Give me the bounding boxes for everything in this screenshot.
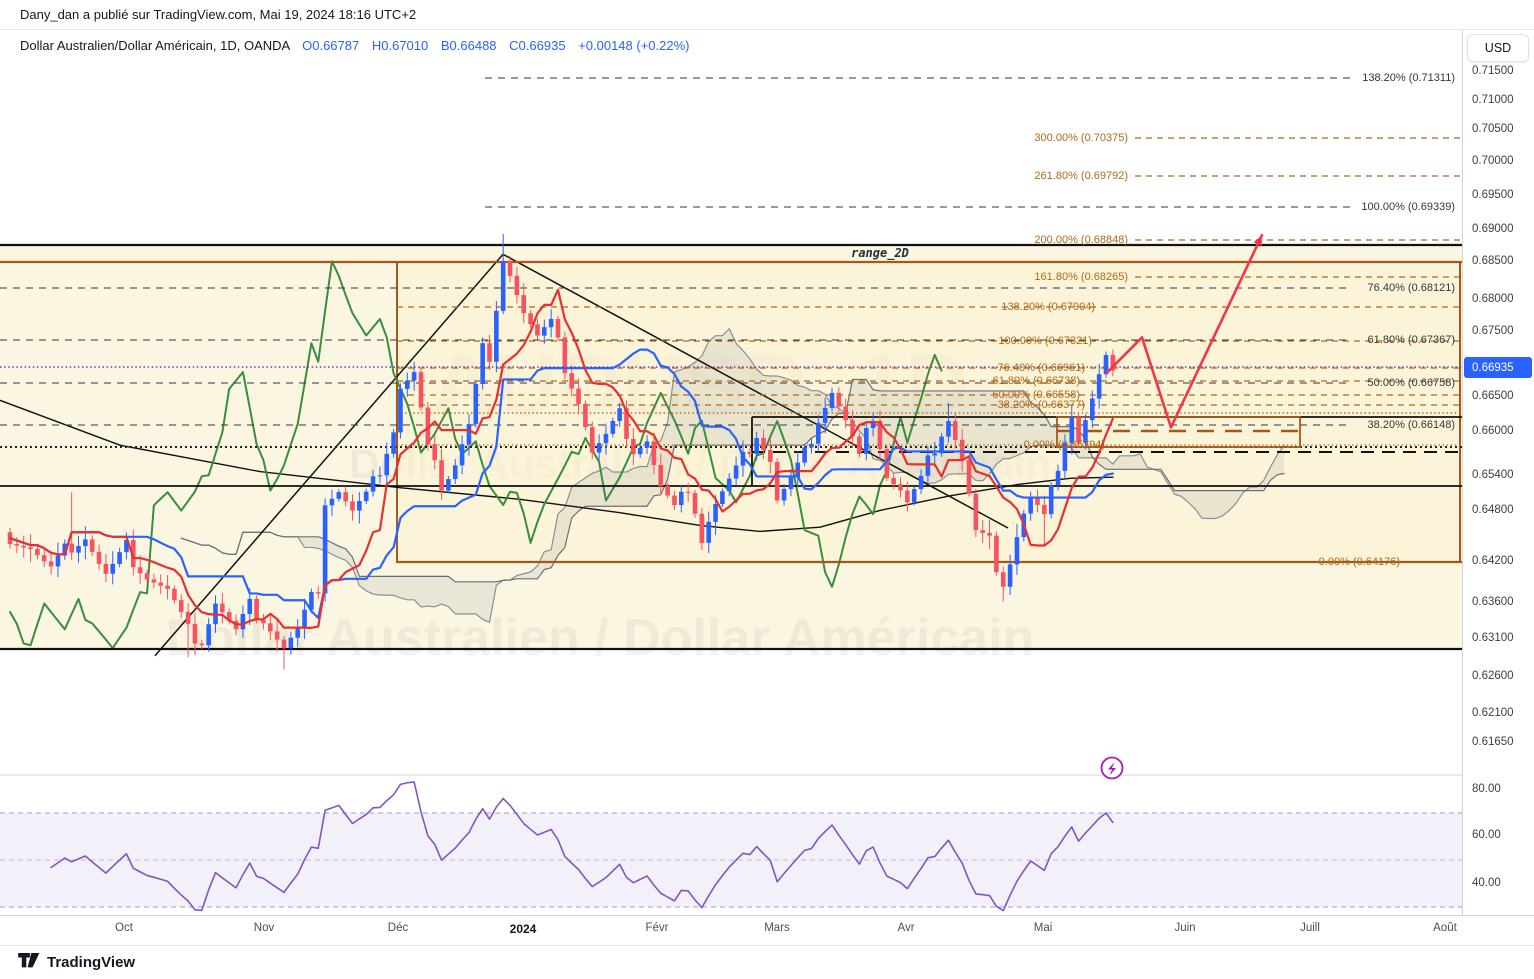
price-axis[interactable]: USD 0.71500 0.71000 0.70500 0.70000 0.69500 0… (1462, 30, 1534, 915)
fib-level-label: 300.00% (0.70375) (1034, 132, 1128, 144)
time-axis-label: Nov (253, 922, 275, 934)
price-axis-tick: 0.65400 (1472, 469, 1514, 481)
price-axis-tick: 0.63600 (1472, 596, 1514, 608)
fib-level-label: 38.20% (0.66148) (1367, 419, 1455, 431)
currency-toggle-button[interactable]: USD (1467, 34, 1529, 62)
price-axis-tick: 0.66000 (1472, 425, 1514, 437)
price-axis-tick: 0.70500 (1472, 123, 1514, 135)
price-axis-tick: 0.69500 (1472, 189, 1514, 201)
svg-text:Dollar Australien / Dollar Amé: Dollar Australien / Dollar Américain (166, 609, 1035, 667)
price-axis-tick: 40.00 (1472, 877, 1501, 889)
tradingview-brand-link[interactable]: TradingView (18, 953, 135, 971)
price-axis-tick: 0.64200 (1472, 555, 1514, 567)
fib-level-label: 76.40% (0.68121) (1367, 282, 1455, 294)
price-axis-tick: 0.68500 (1472, 255, 1514, 267)
flash-icon[interactable] (1100, 756, 1124, 780)
time-axis-label: Avr (897, 922, 915, 934)
price-axis-tick: 80.00 (1472, 783, 1501, 795)
time-axis-label: Juin (1174, 922, 1196, 934)
fib-level-label: 50.00% (0.66758) (1367, 377, 1455, 389)
price-axis-tick: 0.71500 (1472, 65, 1514, 77)
time-axis-label: Oct (115, 922, 133, 934)
price-axis-tick: 0.71000 (1472, 94, 1514, 106)
time-axis[interactable]: Oct Nov Déc 2024 Févr Mars Avr Mai Juin Juill Août (0, 915, 1534, 945)
time-axis-label: Août (1433, 922, 1457, 934)
price-axis-tick: 0.63100 (1472, 632, 1514, 644)
fib-level-label: 76.40% (0.66961) (997, 362, 1085, 374)
time-axis-label: Mars (764, 922, 790, 934)
time-axis-label: Juill (1300, 922, 1320, 934)
fib-level-label: 138.20% (0.71311) (1362, 72, 1455, 84)
tradingview-logo-icon (18, 953, 40, 968)
publish-header: Dany_dan a publié sur TradingView.com, M… (0, 0, 1534, 30)
fib-level-label: 0.00% (0.65794) (1023, 439, 1105, 451)
price-axis-tick: 0.61650 (1472, 736, 1514, 748)
ohlc-open: O0.66787 (302, 38, 360, 53)
fib-level-label: 100.00% (0.69339) (1361, 201, 1455, 213)
chart-canvas[interactable]: AUDUSD, 1DDollar Australien / Dollar Amé… (0, 30, 1462, 915)
price-axis-tick: 0.62600 (1472, 670, 1514, 682)
publisher-line: Dany_dan a publié sur TradingView.com, M… (20, 7, 417, 22)
time-axis-label: Févr (645, 922, 669, 934)
fib-level-label: 61.80% (0.67367) (1367, 334, 1455, 346)
symbol-title[interactable]: Dollar Australien/Dollar Américain, 1D, … (20, 38, 290, 53)
chart-area: AUDUSD, 1DDollar Australien / Dollar Amé… (0, 30, 1534, 945)
fib-level-label: 261.80% (0.69792) (1034, 170, 1128, 182)
price-axis-tick: 0.62100 (1472, 707, 1514, 719)
fib-level-label: 38.20% (0.66377) (997, 399, 1085, 411)
footer-bar: TradingView (0, 945, 1534, 979)
last-price-badge: 0.66935 (1464, 357, 1532, 378)
price-axis-tick: 0.69000 (1472, 223, 1514, 235)
time-axis-label: Déc (387, 922, 409, 934)
price-axis-tick: 0.70000 (1472, 155, 1514, 167)
fib-level-label: 138.20% (0.67904) (1001, 301, 1095, 313)
price-axis-tick: 0.64800 (1472, 504, 1514, 516)
price-axis-tick: 0.68000 (1472, 293, 1514, 305)
symbol-title-row[interactable]: Dollar Australien/Dollar Américain, 1D, … (20, 38, 690, 53)
fib-level-label: 161.80% (0.68265) (1034, 271, 1128, 283)
fib-level-label: 0.00% (0.64176) (1318, 556, 1400, 568)
ohlc-low: B0.66488 (440, 38, 497, 53)
price-axis-tick: 60.00 (1472, 829, 1501, 841)
range-2d-label[interactable]: range_2D (851, 246, 909, 260)
fib-level-label: 61.80% (0.66738) (992, 375, 1080, 387)
fib-level-label: 200.00% (0.68848) (1034, 234, 1128, 246)
tradingview-brand-name: TradingView (47, 953, 136, 971)
fib-level-label: 100.00% (0.67321) (998, 335, 1092, 347)
price-axis-tick: 0.66500 (1472, 390, 1514, 402)
time-axis-label: Mai (1033, 922, 1053, 934)
ohlc-high: H0.67010 (371, 38, 429, 53)
fib-level-label: 50.00% (0.66558) (992, 389, 1080, 401)
ohlc-change: +0.00148 (+0.22%) (578, 38, 690, 53)
ohlc-close: C0.66935 (509, 38, 566, 53)
time-axis-label: 2024 (509, 922, 537, 936)
price-axis-tick: 0.67500 (1472, 325, 1514, 337)
